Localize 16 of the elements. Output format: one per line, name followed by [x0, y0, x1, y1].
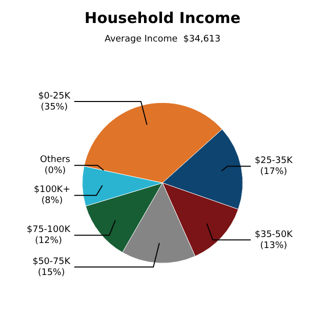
- chart-title: Household Income: [84, 8, 240, 27]
- slice-label: $0-25K: [38, 91, 72, 102]
- slice-label: $75-100K: [26, 225, 72, 236]
- data-label: (13%): [260, 240, 288, 251]
- slice-label: $25-35K: [254, 156, 294, 166]
- data-label: (17%): [260, 167, 288, 178]
- data-label: (15%): [38, 268, 65, 278]
- slice-label: $35-50K: [254, 230, 294, 240]
- data-label: (8%): [41, 196, 63, 206]
- text: (0%): [44, 166, 66, 176]
- slice-label: $50-75K: [32, 256, 72, 267]
- category-label: Others: [40, 155, 70, 166]
- slice-label: $100K+: [34, 185, 70, 196]
- chart-subtitle: Average Income $34,613: [104, 34, 220, 45]
- data-label: (35%): [40, 102, 68, 112]
- data-label: (12%): [34, 236, 62, 246]
